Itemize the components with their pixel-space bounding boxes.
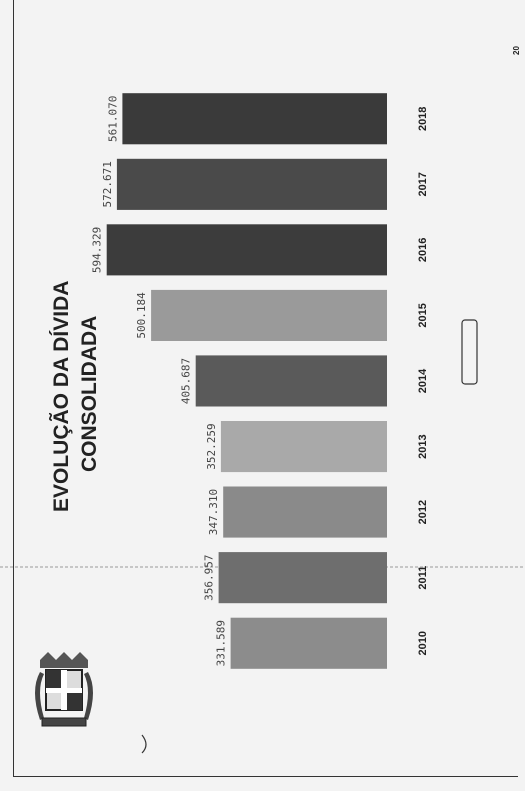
bar-2018	[122, 93, 387, 144]
year-label-2016: 2016	[417, 238, 429, 262]
bar-2011	[219, 552, 387, 603]
year-label-2018: 2018	[417, 107, 429, 131]
year-label-2015: 2015	[417, 303, 429, 327]
value-label-2014: 405.687	[180, 358, 193, 404]
chart-title-line-2: CONSOLIDADA	[78, 316, 101, 472]
value-label-2017: 572.671	[101, 161, 114, 207]
bar-2016	[107, 224, 387, 275]
bar-2017	[117, 159, 387, 210]
scan-mark	[142, 735, 146, 753]
value-label-2012: 347.310	[207, 489, 220, 535]
municipal-coat-of-arms-icon	[35, 652, 93, 726]
year-label-2011: 2011	[417, 566, 429, 590]
year-label-2010: 2010	[417, 631, 429, 655]
value-label-2013: 352.259	[205, 423, 218, 469]
value-label-2010: 331.589	[215, 620, 228, 666]
year-label-2012: 2012	[417, 500, 429, 524]
bar-2015	[151, 290, 387, 341]
chart-title: EVOLUÇÃO DA DÍVIDA CONSOLIDADA	[50, 281, 101, 512]
bar-2014	[196, 355, 387, 406]
bar-2013	[221, 421, 387, 472]
page-number: 20	[512, 46, 521, 55]
legend-box	[462, 320, 477, 384]
bar-2012	[223, 487, 387, 538]
chart-title-line-1: EVOLUÇÃO DA DÍVIDA	[50, 281, 73, 512]
year-label-2017: 2017	[417, 172, 429, 196]
value-label-2016: 594.329	[91, 227, 104, 273]
value-label-2011: 356.957	[203, 555, 216, 601]
year-label-2014: 2014	[417, 368, 429, 393]
value-label-2015: 500.184	[135, 292, 148, 339]
year-label-2013: 2013	[417, 434, 429, 458]
bars-layer	[107, 93, 387, 669]
bar-2010	[231, 618, 387, 669]
value-label-2018: 561.070	[106, 96, 119, 142]
